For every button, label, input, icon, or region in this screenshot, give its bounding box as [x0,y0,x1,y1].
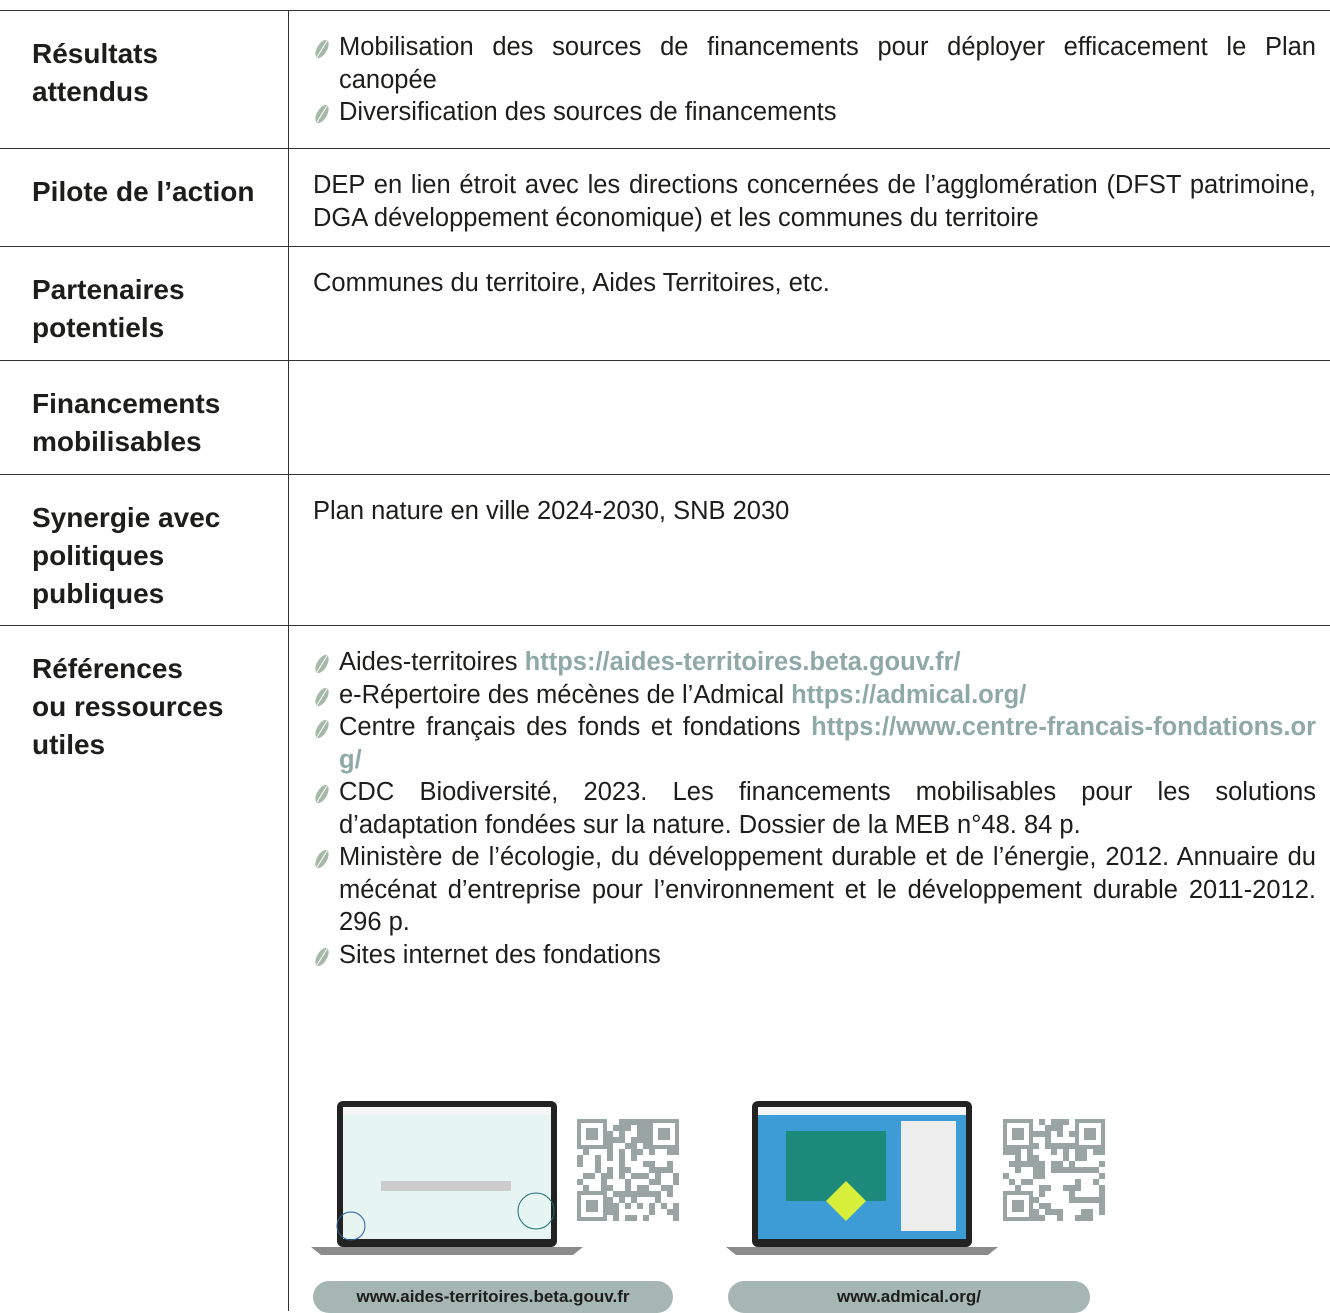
list-item: Mobilisation des sources de financements… [313,31,1316,96]
label-line: potentiels [32,312,165,343]
content-text: Plan nature en ville 2024-2030, SNB 2030 [313,497,790,525]
row-content: Aides-territoires https://aides-territoi… [288,626,1330,1313]
label-line: Références [32,653,183,684]
item-text: Diversification des sources de financeme… [339,98,837,126]
page-body: Résultats attendus Mobilisation des source… [0,10,1330,1313]
table-row: Pilote de l’action DEP en lien étroit ave… [0,149,1330,247]
table-row: Partenaires potentiels Communes du territo… [0,247,1330,361]
label-line: mobilisables [32,426,202,457]
row-content: DEP en lien étroit avec les directions c… [288,149,1330,246]
laptop-illustration [726,1101,998,1255]
label-line: Partenaires [32,274,185,305]
row-content: Communes du territoire, Aides Territoire… [288,247,1330,360]
page: Fiche action {"rows": [ {"label_lines": … [0,10,1330,1313]
row-label: Financements mobilisables [32,385,282,461]
row-label: Partenaires potentiels [32,271,282,347]
label-line: ou ressources [32,691,224,722]
row-label: Références ou ressources utiles [32,650,282,764]
label-line: Pilote de l’action [32,176,255,207]
action-table: Résultats attendus Mobilisation des source… [0,10,1330,1313]
table-row: Références ou ressources utiles Aides-terri… [0,626,1330,1313]
item-text: Centre français des fonds et fondations [339,713,801,741]
label-line: Résultats [32,38,159,69]
item-link[interactable]: https://aides-territoires.beta.gouv.fr/ [524,648,961,676]
label-line: attendus [32,76,149,107]
leaf-bullet [315,719,329,739]
row-content [288,361,1330,474]
item-text: Sites internet des fondations [339,940,661,969]
item-link[interactable]: https://www.centre-francais-fondations.o… [339,713,1317,774]
list-item: Sites internet des fondations [313,939,1316,972]
leaf-bullet [315,784,329,804]
item-text: e-Répertoire des mécènes de l’Admical [339,680,785,709]
item-link[interactable]: https://admical.org/ [791,680,1027,709]
label-line: utiles [32,729,106,760]
item-text: Ministère de l’écologie, du développemen… [339,843,1316,936]
label-line: publiques [32,578,165,609]
label-line: Financements [32,388,221,419]
screenshots: www.aides-territoires.beta.gouv.fr www.a… [311,971,1316,1313]
row-content: Plan nature en ville 2024-2030, SNB 2030 [288,475,1330,625]
row-content: Mobilisation des sources de financements… [288,11,1330,148]
item-text: Aides-territoires [339,648,518,676]
item-text: CDC Biodiversité, 2023. Les financements… [339,778,1316,839]
qr-code [577,1119,679,1221]
table-row: Financements mobilisables [0,361,1330,475]
list-item: Centre français des fonds et fondations … [313,711,1316,776]
content-text: Communes du territoire, Aides Territoire… [313,269,830,297]
label-line: Synergie avec [32,502,221,533]
screenshot-caption: www.admical.org/ [728,1281,1090,1313]
leaf-bullet [315,104,329,124]
table-row: Résultats attendus Mobilisation des source… [0,11,1330,149]
label-line: politiques [32,540,165,571]
leaf-bullet [315,687,329,706]
table-row: Synergie avec politiques publiques Plan nat… [0,475,1330,626]
row-label: Synergie avec politiques publiques [32,499,282,613]
leaf-bullet [315,39,329,59]
row-label: Résultats attendus [32,35,282,111]
list-item: Aides-territoires https://aides-territoi… [313,646,1316,679]
leaf-bullet [315,654,329,674]
screenshot-caption: www.aides-territoires.beta.gouv.fr [313,1281,673,1313]
list-item: Diversification des sources de financeme… [313,96,1316,129]
list-item: e-Répertoire des mécènes de l’Admical ht… [313,679,1316,712]
qr-code [1003,1119,1105,1221]
leaf-bullet [315,947,329,966]
row-label: Pilote de l’action [32,173,282,211]
list-item: CDC Biodiversité, 2023. Les financements… [313,776,1316,841]
list-item: Ministère de l’écologie, du développemen… [313,841,1316,939]
leaf-bullet [315,849,329,869]
item-text: Mobilisation des sources de financements… [339,33,1316,94]
content-text: DEP en lien étroit avec les directions c… [313,171,1316,232]
